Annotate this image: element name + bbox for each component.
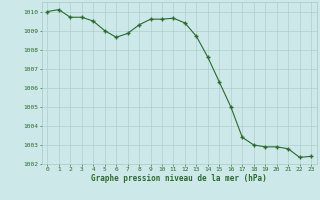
X-axis label: Graphe pression niveau de la mer (hPa): Graphe pression niveau de la mer (hPa) [91, 174, 267, 183]
